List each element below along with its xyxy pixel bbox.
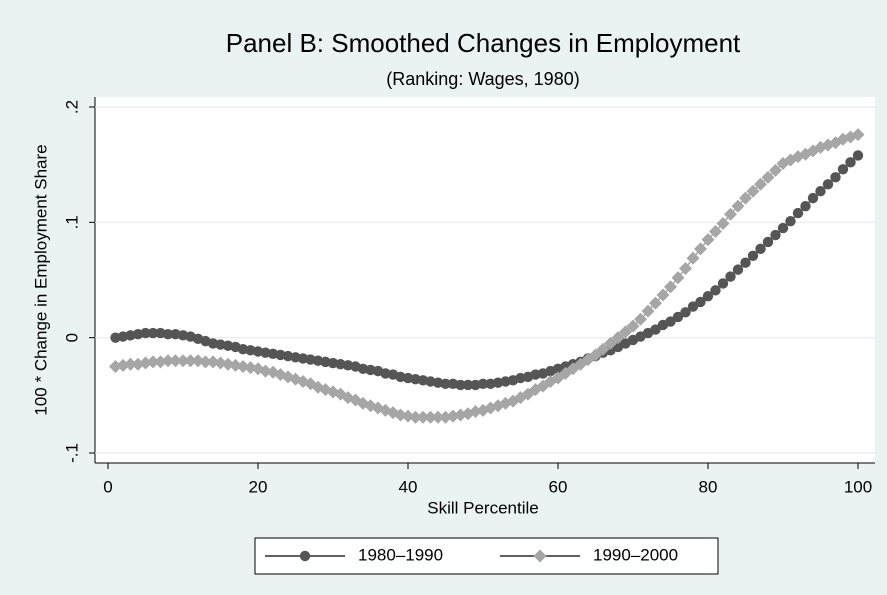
marker: [852, 150, 864, 161]
x-tick-label: 80: [699, 477, 718, 496]
marker: [686, 251, 700, 265]
marker: [679, 261, 692, 275]
marker: [739, 191, 752, 205]
marker: [665, 316, 676, 327]
marker: [792, 207, 804, 219]
x-tick-label: 60: [549, 477, 568, 496]
marker: [162, 329, 174, 340]
marker: [762, 236, 774, 248]
marker: [589, 348, 602, 362]
marker: [785, 215, 796, 227]
marker: [462, 379, 474, 391]
marker: [664, 280, 677, 294]
marker: [725, 271, 736, 282]
marker: [619, 325, 632, 339]
y-tick-label: .2: [62, 100, 81, 114]
marker: [455, 379, 466, 391]
marker: [845, 157, 856, 168]
plot-area: [95, 97, 875, 463]
legend-label: 1990–2000: [593, 545, 678, 564]
marker: [702, 290, 714, 302]
x-axis-title: Skill Percentile: [427, 498, 539, 517]
marker: [746, 184, 760, 198]
marker: [604, 336, 617, 350]
y-tick-label: .1: [62, 215, 81, 229]
legend-label: 1980–1990: [358, 545, 443, 564]
marker: [807, 192, 819, 204]
x-tick-label: 0: [103, 477, 112, 496]
marker: [124, 357, 137, 371]
marker: [147, 327, 159, 339]
x-tick-label: 40: [399, 477, 418, 496]
marker: [724, 207, 737, 221]
marker: [701, 233, 715, 247]
x-tick-label: 100: [844, 477, 872, 496]
marker: [634, 312, 647, 326]
marker: [140, 327, 151, 339]
marker: [717, 278, 729, 289]
marker: [716, 216, 730, 230]
marker: [649, 296, 662, 310]
marker: [409, 410, 422, 424]
marker: [710, 285, 721, 296]
y-axis-title: 100 * Change in Employment Share: [31, 144, 50, 415]
marker: [671, 271, 685, 285]
marker: [626, 319, 640, 333]
x-tick-label: 20: [249, 477, 268, 496]
marker: [694, 242, 707, 256]
marker: [747, 250, 759, 261]
marker: [299, 550, 311, 562]
marker: [650, 324, 661, 335]
marker: [641, 304, 655, 318]
y-tick-label: 0: [62, 333, 81, 342]
marker: [754, 177, 767, 191]
marker: [822, 179, 834, 190]
marker: [199, 355, 212, 369]
marker: [656, 288, 670, 302]
marker: [769, 163, 782, 177]
marker: [755, 243, 766, 255]
y-tick-label: -.1: [62, 443, 81, 463]
marker: [184, 354, 197, 368]
marker: [611, 331, 625, 345]
marker: [740, 257, 751, 268]
marker: [837, 164, 849, 175]
marker: [777, 222, 789, 234]
marker: [416, 410, 430, 424]
marker: [761, 170, 775, 184]
marker: [146, 355, 160, 369]
marker: [830, 172, 841, 183]
marker: [770, 229, 781, 241]
marker: [732, 264, 744, 275]
marker: [851, 128, 865, 142]
marker: [440, 378, 451, 389]
marker: [161, 354, 175, 368]
marker: [169, 354, 182, 368]
marker: [533, 549, 547, 563]
marker: [695, 296, 706, 308]
marker: [687, 301, 699, 312]
marker: [800, 200, 811, 212]
marker: [672, 311, 684, 323]
marker: [709, 225, 722, 239]
chart-title: Panel B: Smoothed Changes in Employment: [226, 28, 741, 58]
marker: [815, 185, 826, 197]
marker: [431, 410, 445, 424]
marker: [477, 378, 489, 389]
marker: [176, 354, 190, 368]
marker: [424, 410, 437, 424]
marker: [596, 342, 610, 356]
marker: [731, 199, 745, 213]
chart-subtitle: (Ranking: Wages, 1980): [386, 69, 579, 89]
marker: [680, 307, 691, 318]
